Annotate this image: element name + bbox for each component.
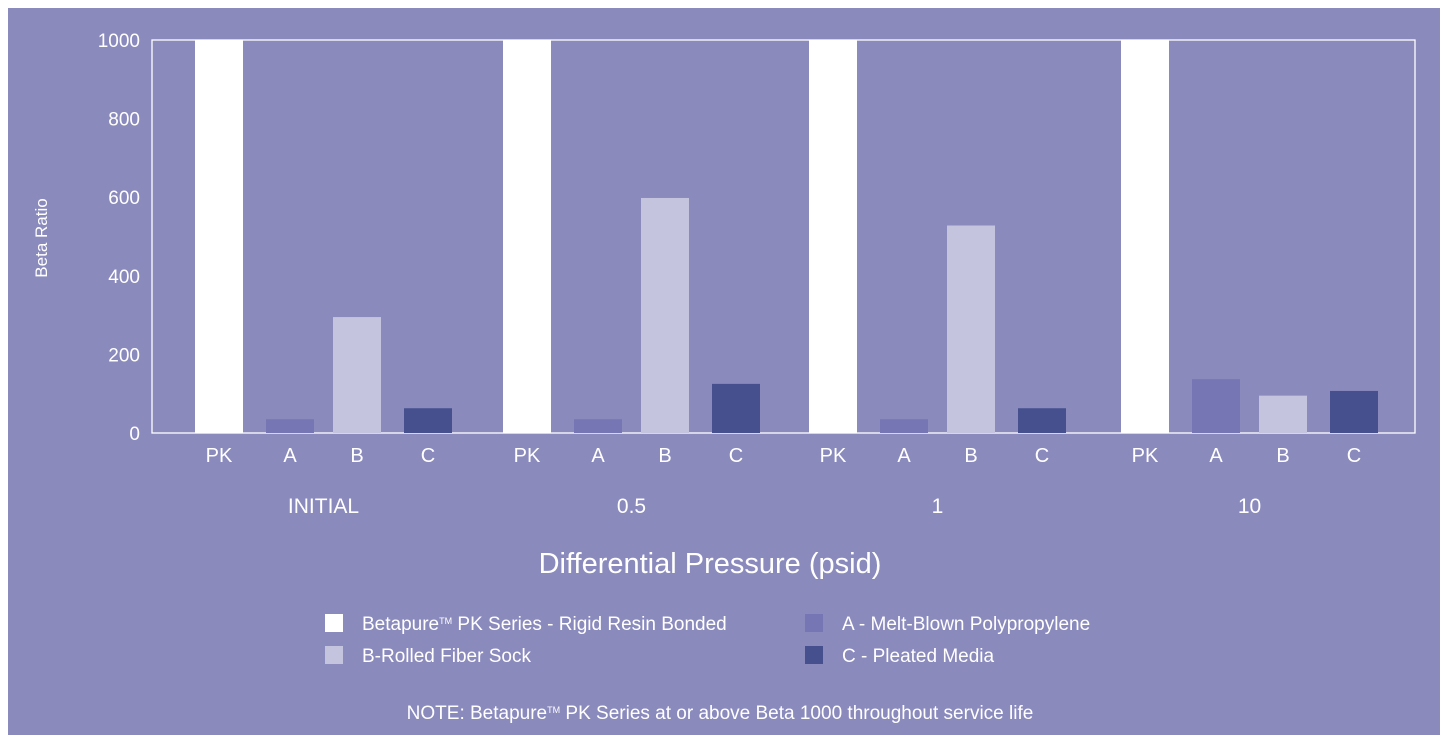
y-tick-label: 400: [108, 267, 140, 288]
bar-c-3: [1018, 408, 1066, 433]
legend-swatch-pk: [325, 614, 343, 632]
bar-a-4: [1192, 379, 1240, 433]
chart-panel: [8, 8, 1440, 735]
bar-pk-3: [809, 40, 857, 433]
category-label: B: [658, 445, 671, 467]
bar-b-1: [333, 317, 381, 433]
category-label: C: [421, 445, 435, 467]
y-axis-label: Beta Ratio: [32, 198, 51, 277]
legend-label-b: B-Rolled Fiber Sock: [362, 646, 531, 667]
category-label: C: [729, 445, 743, 467]
legend-label-c: C - Pleated Media: [842, 646, 995, 667]
group-label: 1: [932, 495, 944, 518]
category-label: PK: [514, 445, 541, 467]
y-tick-label: 1000: [98, 31, 140, 52]
y-tick-label: 0: [129, 424, 140, 445]
bar-b-4: [1259, 395, 1307, 433]
category-label: A: [897, 445, 911, 467]
legend-swatch-a: [805, 614, 823, 632]
category-label: B: [350, 445, 363, 467]
category-label: C: [1347, 445, 1361, 467]
plot-area-frame: [151, 39, 1416, 434]
bar-pk-4: [1121, 40, 1169, 433]
bar-c-2: [712, 383, 760, 433]
category-label: A: [1209, 445, 1223, 467]
group-label: 10: [1238, 495, 1261, 518]
category-label: A: [591, 445, 605, 467]
group-labels: INITIAL 0.5 1 10: [288, 495, 1261, 518]
y-tick-label: 800: [108, 110, 140, 131]
bar-a-2: [574, 419, 622, 433]
legend-swatch-b: [325, 646, 343, 664]
legend: BetapureTM PK Series - Rigid Resin Bonde…: [325, 614, 1090, 667]
bar-pk-2: [503, 40, 551, 433]
y-tick-label: 600: [108, 188, 140, 209]
category-label: A: [283, 445, 297, 467]
bar-b-2: [641, 197, 689, 433]
bars: [195, 40, 1378, 433]
y-tick-labels: 0 200 400 600 800 1000: [98, 31, 140, 445]
category-label: C: [1035, 445, 1049, 467]
bar-c-4: [1330, 390, 1378, 433]
bar-a-3: [880, 419, 928, 433]
bar-c-1: [404, 408, 452, 433]
y-tick-label: 200: [108, 345, 140, 366]
legend-swatch-c: [805, 646, 823, 664]
category-labels: PK A B C PK A B C PK A B C PK A B C: [206, 445, 1362, 467]
legend-label-a: A - Melt-Blown Polypropylene: [842, 614, 1090, 635]
category-label: PK: [206, 445, 233, 467]
group-label: 0.5: [617, 495, 646, 518]
legend-label-pk: BetapureTM PK Series - Rigid Resin Bonde…: [362, 614, 727, 635]
footnote: NOTE: BetapureTM PK Series at or above B…: [407, 703, 1034, 724]
bar-b-3: [947, 225, 995, 433]
category-label: PK: [1132, 445, 1159, 467]
category-label: B: [964, 445, 977, 467]
category-label: PK: [820, 445, 847, 467]
bar-a-1: [266, 419, 314, 433]
group-label: INITIAL: [288, 495, 359, 518]
bar-pk-1: [195, 40, 243, 433]
x-axis-label: Differential Pressure (psid): [539, 548, 882, 580]
category-label: B: [1276, 445, 1289, 467]
